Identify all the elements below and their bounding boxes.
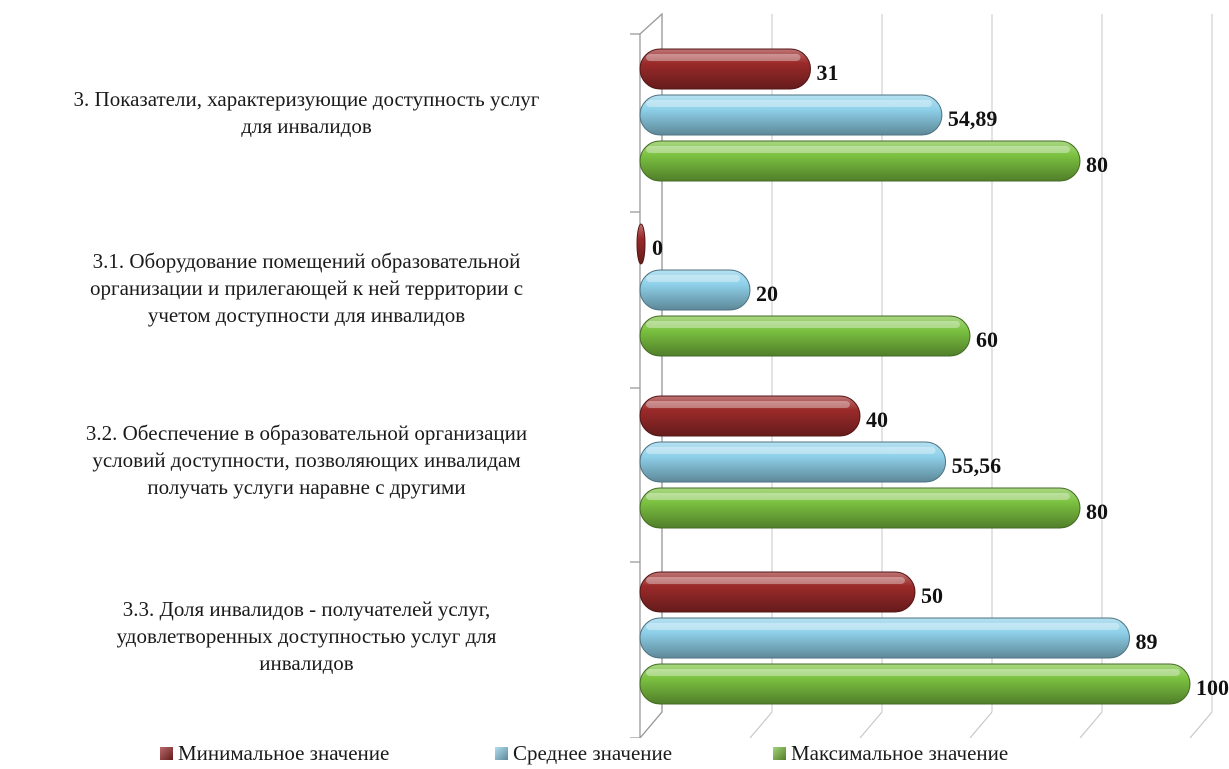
data-label: 54,89 (948, 106, 998, 131)
bar (639, 269, 751, 311)
data-label: 80 (1086, 152, 1108, 177)
bar (639, 315, 971, 357)
data-label: 89 (1136, 629, 1158, 654)
data-label: 20 (756, 281, 778, 306)
bar-highlight (646, 577, 905, 584)
bar-highlight (646, 623, 1120, 630)
category-label-line: для инвалидов (241, 114, 372, 138)
legend-label: Среднее значение (513, 740, 673, 765)
category-label-line: получать услуги наравне с другими (147, 474, 466, 499)
bars-layer (636, 48, 1191, 705)
bar (639, 94, 943, 136)
category-label-line: учетом доступности для инвалидов (147, 302, 466, 327)
legend-item: Среднее значение (495, 738, 672, 768)
category-label-line: организации и прилегающей к ней территор… (89, 275, 524, 300)
data-label: 40 (866, 407, 888, 432)
data-label: 55,56 (952, 453, 1002, 478)
bar-highlight (646, 321, 960, 328)
category-label-line: 3. Показатели, характеризующие доступнос… (73, 87, 540, 111)
bar-highlight (646, 669, 1180, 676)
bar (636, 223, 646, 265)
floor-gridline (1079, 711, 1103, 738)
data-label: 100 (1196, 675, 1229, 700)
category-label: 3. Показатели, характеризующие доступнос… (4, 86, 609, 140)
data-label: 31 (817, 60, 839, 85)
bar-highlight (646, 447, 936, 454)
category-label-line: условий доступности, позволяющих инвалид… (92, 447, 521, 472)
legend-label: Минимальное значение (178, 740, 390, 765)
bar (639, 395, 861, 437)
floor-gridline (969, 711, 993, 738)
category-label-line: инвалидов (259, 650, 354, 675)
bar (639, 487, 1081, 529)
bar-highlight (646, 275, 740, 282)
category-label: 3.3. Доля инвалидов - получателей услуг,… (4, 596, 609, 677)
legend-label: Максимальное значение (791, 740, 1009, 765)
bar (639, 617, 1130, 659)
bar-highlight (646, 493, 1070, 500)
data-label: 80 (1086, 499, 1108, 524)
bar (639, 441, 947, 483)
data-labels-layer: 31 54,89 80 0 20 60 40 55,56 80 50 89 100 (652, 60, 1229, 700)
legend-swatch (495, 746, 508, 760)
category-label-line: 3.2. Обеспечение в образовательной орган… (85, 420, 528, 445)
category-label: 3.2. Обеспечение в образовательной орган… (4, 420, 609, 501)
bar (639, 663, 1191, 705)
bar-highlight (646, 401, 850, 408)
legend: Минимальное значение Среднее значение Макс… (0, 738, 1229, 768)
data-label: 0 (652, 235, 663, 260)
chart-plot: 31 54,89 80 0 20 60 40 55,56 80 50 89 100 (630, 12, 1229, 738)
category-label: 3.1. Оборудование помещений образователь… (4, 248, 609, 329)
data-label: 50 (921, 583, 943, 608)
bar (639, 140, 1081, 182)
legend-swatch (773, 746, 786, 760)
legend-item: Максимальное значение (773, 738, 1008, 768)
legend-item: Минимальное значение (160, 738, 389, 768)
bar (639, 48, 811, 90)
category-label-line: 3.1. Оборудование помещений образователь… (92, 248, 521, 273)
bar-highlight (646, 146, 1070, 153)
floor-gridline (1189, 711, 1213, 738)
data-label: 60 (976, 327, 998, 352)
bar (639, 571, 916, 613)
bar-highlight (646, 100, 932, 107)
category-label-line: 3.3. Доля инвалидов - получателей услуг, (122, 596, 491, 621)
legend-swatch (160, 746, 173, 760)
category-label-line: удовлетворенных доступностью услуг для (116, 623, 497, 648)
floor-gridline (859, 711, 883, 738)
floor-gridline (749, 711, 773, 738)
bar-highlight (646, 54, 801, 61)
